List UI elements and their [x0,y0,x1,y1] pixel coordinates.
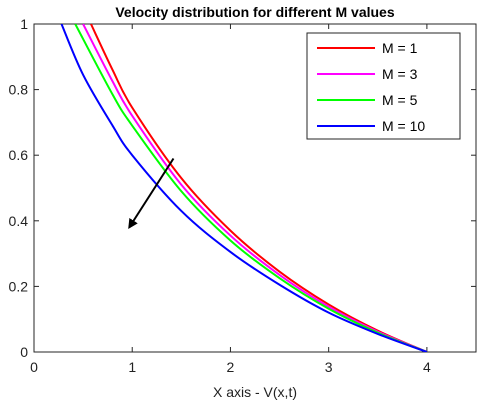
x-tick-label: 3 [325,359,333,375]
legend-label-m-10: M = 10 [382,118,425,134]
x-tick-label: 4 [423,359,431,375]
y-axis-ticks: 0 0.2 0.4 0.6 0.8 1 [9,16,476,360]
y-tick-label: 0 [20,344,28,360]
trend-arrow [128,157,175,230]
x-axis-label: X axis - V(x,t) [213,384,297,400]
y-tick-label: 0.8 [9,82,29,98]
legend-label-m-1: M = 1 [382,40,418,56]
y-tick-label: 0.4 [9,213,29,229]
legend-items: M = 1 M = 3 M = 5 M = 10 [317,40,425,134]
x-tick-label: 1 [128,359,136,375]
y-tick-label: 0.6 [9,147,29,163]
legend-label-m-3: M = 3 [382,66,418,82]
legend-label-m-5: M = 5 [382,92,418,108]
series-line-m-10 [60,24,428,352]
series-line-m-1 [90,24,428,352]
legend-box [306,32,461,140]
y-tick-label: 0.2 [9,278,29,294]
legend: M = 1 M = 3 M = 5 M = 10 [306,32,461,140]
x-tick-label: 0 [30,359,38,375]
x-tick-label: 2 [227,359,235,375]
annotation-layer [128,157,175,230]
series-line-m-3 [82,24,428,352]
chart-title: Velocity distribution for different M va… [115,4,394,20]
y-tick-label: 1 [20,16,28,32]
series-layer [60,24,428,352]
series-line-m-5 [74,24,428,352]
